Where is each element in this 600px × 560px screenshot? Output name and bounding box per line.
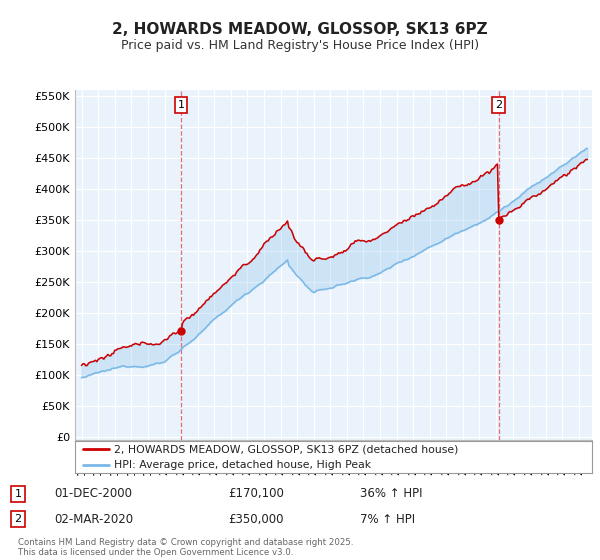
Text: Price paid vs. HM Land Registry's House Price Index (HPI): Price paid vs. HM Land Registry's House … <box>121 39 479 52</box>
Text: 2, HOWARDS MEADOW, GLOSSOP, SK13 6PZ: 2, HOWARDS MEADOW, GLOSSOP, SK13 6PZ <box>112 22 488 38</box>
Text: 1: 1 <box>14 489 22 499</box>
Text: 2: 2 <box>495 100 502 110</box>
Text: HPI: Average price, detached house, High Peak: HPI: Average price, detached house, High… <box>114 460 371 470</box>
Text: £170,100: £170,100 <box>228 487 284 501</box>
Text: 02-MAR-2020: 02-MAR-2020 <box>54 512 133 526</box>
Text: £350,000: £350,000 <box>228 512 284 526</box>
Text: 2, HOWARDS MEADOW, GLOSSOP, SK13 6PZ (detached house): 2, HOWARDS MEADOW, GLOSSOP, SK13 6PZ (de… <box>114 444 458 454</box>
Text: 2: 2 <box>14 514 22 524</box>
Text: 7% ↑ HPI: 7% ↑ HPI <box>360 512 415 526</box>
Text: Contains HM Land Registry data © Crown copyright and database right 2025.
This d: Contains HM Land Registry data © Crown c… <box>18 538 353 557</box>
Text: 01-DEC-2000: 01-DEC-2000 <box>54 487 132 501</box>
Text: 36% ↑ HPI: 36% ↑ HPI <box>360 487 422 501</box>
Text: 1: 1 <box>178 100 185 110</box>
